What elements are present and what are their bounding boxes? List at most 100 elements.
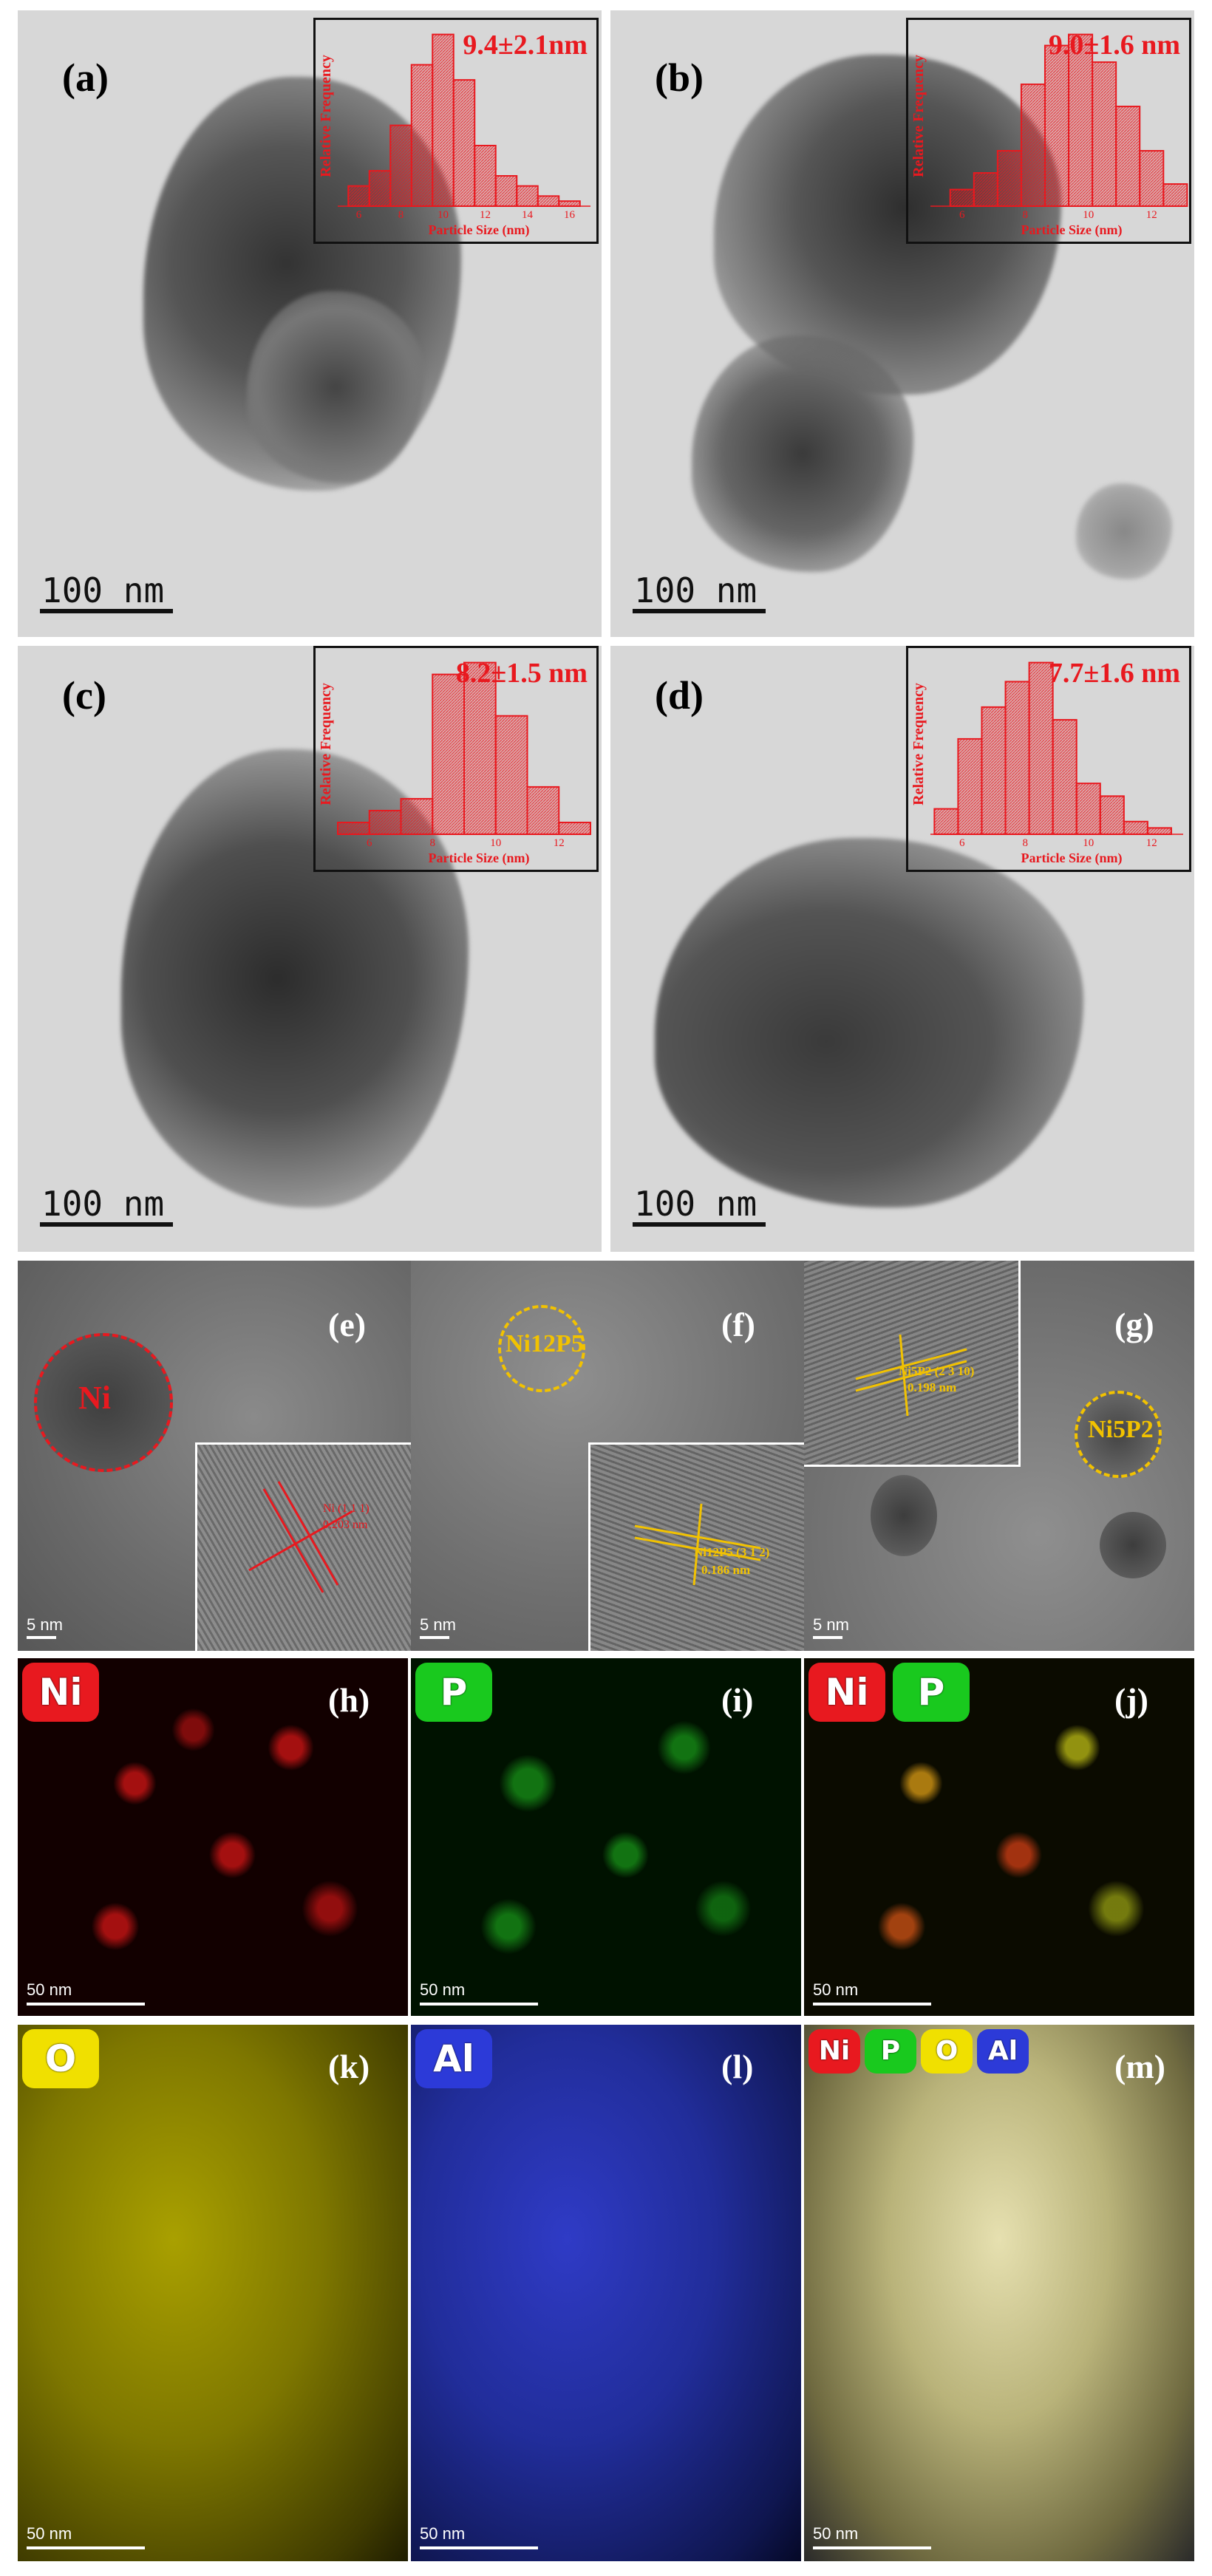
x-axis-label: Particle Size (nm) — [429, 851, 530, 866]
map-panel-l: Al (l) 50 nm — [411, 2025, 801, 2561]
x-tick-label: 10 — [490, 837, 501, 849]
histogram-bar — [1162, 183, 1188, 208]
x-tick-label: 12 — [480, 209, 491, 221]
x-tick-label: 6 — [959, 209, 965, 221]
y-axis-label: Relative Frequency — [910, 55, 927, 177]
lattice-lines — [634, 1503, 761, 1586]
histogram-inset-d: 6 8 10 12 Particle Size (nm) Relative Frequen… — [906, 646, 1191, 872]
scale-bar — [633, 1222, 766, 1227]
histogram-bar — [400, 797, 434, 836]
element-badge-o: O — [22, 2029, 99, 2088]
histogram-inset-b: 6 8 10 12 Particle Size (nm) Relative Frequen… — [906, 18, 1191, 244]
tem-panel-b: (b) 100 nm 6 8 10 12 Particle Size (nm) Relat… — [610, 10, 1194, 637]
scale-label: 100 nm — [634, 570, 758, 610]
histogram-bar — [949, 188, 975, 207]
panel-label-b: (b) — [655, 55, 704, 100]
particle-cluster — [247, 291, 424, 483]
histogram-bar — [973, 172, 998, 207]
particle-cluster — [655, 838, 1083, 1207]
element-badge-ni: Ni — [22, 1663, 99, 1722]
map-panel-i: P (i) 50 nm — [411, 1658, 801, 2016]
map-panel-j: Ni P (j) 50 nm — [804, 1658, 1194, 2016]
hrtem-zoom-inset: Ni (1 1 1) 0.203 nm — [195, 1442, 411, 1651]
panel-label-l: (l) — [721, 2048, 754, 2085]
histogram-inset-c: 6 8 10 12 Particle Size (nm) Relative Frequen… — [313, 646, 599, 872]
histogram-bar — [1004, 681, 1030, 836]
histogram-bar — [957, 737, 983, 835]
panel-label-e: (e) — [328, 1306, 367, 1343]
x-tick-label: 8 — [430, 837, 436, 849]
scale-bar — [420, 2546, 538, 2549]
panel-label-f: (f) — [721, 1306, 755, 1343]
scale-bar — [813, 2003, 931, 2006]
lattice-spacing: 0.186 nm — [701, 1563, 751, 1577]
x-tick-label: 12 — [1146, 209, 1157, 221]
tem-panel-d: (d) 100 nm 6 8 10 12 Particle Size (nm) Relat… — [610, 646, 1194, 1252]
scale-bar — [40, 1222, 173, 1227]
inset-value: 7.7±1.6 nm — [1048, 658, 1180, 689]
scale-label: 50 nm — [813, 1980, 859, 1999]
scale-bar — [813, 1636, 842, 1639]
histogram-bar — [368, 170, 392, 207]
y-axis-label: Relative Frequency — [318, 55, 334, 177]
panel-label-m: (m) — [1114, 2048, 1165, 2085]
scale-label: 50 nm — [27, 1980, 72, 1999]
scale-label: 5 nm — [813, 1615, 849, 1634]
histogram-bar — [337, 821, 370, 835]
scale-label: 100 nm — [41, 570, 165, 610]
circle-label: Ni5P2 — [1088, 1416, 1154, 1443]
map-panel-k: O (k) 50 nm — [18, 2025, 408, 2561]
histogram-bar — [463, 661, 497, 835]
lattice-plane: Ni5P2 (2 3 10) — [899, 1364, 975, 1378]
hrtem-panel-f: Ni12P5 (f) Ni12P5 (3 1 2) 0.186 nm 5 nm — [411, 1261, 804, 1651]
nanoparticle — [1100, 1512, 1166, 1578]
scale-label: 50 nm — [27, 2524, 72, 2543]
particle-cluster — [1076, 483, 1172, 579]
histogram-bar — [1020, 84, 1046, 207]
panel-label-i: (i) — [721, 1681, 754, 1719]
histogram-bar — [981, 706, 1007, 835]
histogram-bar — [1123, 820, 1148, 835]
panel-label-c: (c) — [62, 673, 106, 718]
x-tick-label: 8 — [1023, 837, 1029, 849]
circle-label: Ni — [78, 1380, 111, 1416]
lattice-spacing: 0.203 nm — [323, 1519, 368, 1531]
x-axis-label: Particle Size (nm) — [1021, 851, 1123, 866]
particle-ring — [34, 1333, 173, 1472]
x-axis-label: Particle Size (nm) — [1021, 222, 1123, 238]
x-tick-label: 12 — [554, 837, 565, 849]
histogram-bar — [1068, 33, 1094, 207]
x-tick-label: 8 — [398, 209, 404, 221]
histogram-bar — [558, 200, 581, 208]
hrtem-zoom-inset: Ni5P2 (2 3 10) 0.198 nm — [804, 1261, 1021, 1467]
inset-value: 8.2±1.5 nm — [455, 658, 588, 689]
histogram-bar — [347, 185, 370, 208]
panel-label-d: (d) — [655, 673, 704, 718]
element-badge-o: O — [921, 2029, 973, 2074]
histogram-chart: 6 8 10 12 Particle Size (nm) Relative Frequen… — [910, 661, 1183, 866]
histogram-inset-a: 6 8 10 12 14 16 Particle Size (nm) Relative Fre… — [313, 18, 599, 244]
lattice-lines — [248, 1481, 353, 1593]
element-badge-al: Al — [977, 2029, 1029, 2074]
histogram-bar — [410, 64, 434, 207]
panel-label-k: (k) — [328, 2048, 370, 2085]
scale-label: 5 nm — [27, 1615, 63, 1634]
particle-cluster — [692, 335, 913, 572]
histogram-bar — [368, 809, 402, 835]
panel-label-j: (j) — [1114, 1681, 1148, 1719]
scale-bar — [420, 2003, 538, 2006]
panel-label-g: (g) — [1114, 1306, 1154, 1343]
x-tick-label: 6 — [356, 209, 362, 221]
histogram-bar — [432, 33, 454, 207]
histogram-bar — [1115, 106, 1141, 207]
scale-label: 100 nm — [634, 1184, 758, 1224]
histogram-bar — [452, 79, 476, 207]
hrtem-panel-g: Ni5P2 (2 3 10) 0.198 nm Ni5P2 (g) 5 nm — [804, 1261, 1194, 1651]
histogram-bar — [1146, 827, 1172, 835]
histogram-bar — [1099, 795, 1125, 835]
x-tick-label: 10 — [1083, 837, 1094, 849]
histogram-bar — [558, 821, 591, 835]
histogram-bar — [516, 185, 539, 208]
inset-value: 9.0±1.6 nm — [1048, 30, 1180, 61]
tem-panel-a: (a) 100 nm 6 8 10 12 14 16 Particle Size (nm) R… — [18, 10, 602, 637]
